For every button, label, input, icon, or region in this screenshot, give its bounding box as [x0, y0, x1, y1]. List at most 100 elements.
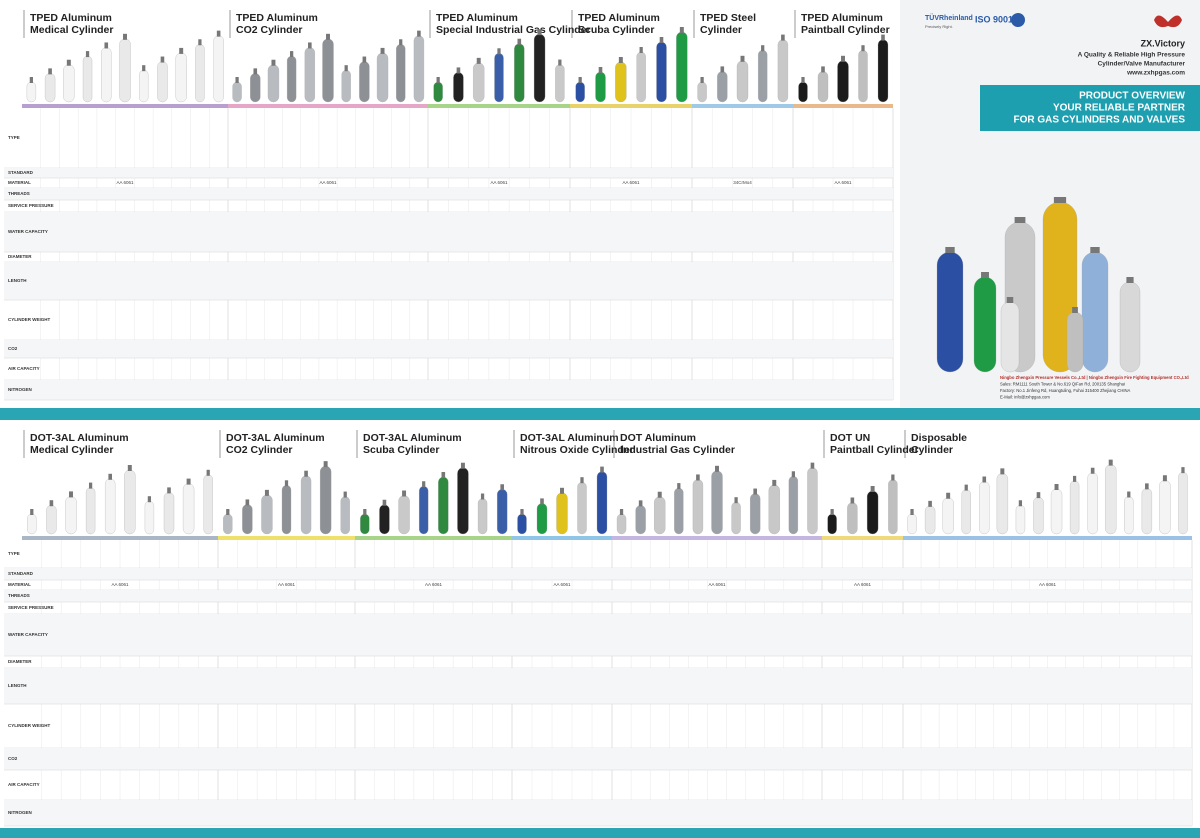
cylinder	[105, 478, 116, 535]
valve	[104, 42, 109, 49]
cylinder	[438, 476, 449, 535]
cylinder	[157, 61, 168, 103]
row-label: MATERIAL	[8, 582, 31, 587]
row-label: AIR CAPACITY	[8, 366, 40, 371]
category-band	[512, 536, 612, 540]
cylinder	[736, 60, 749, 103]
cylinder	[942, 497, 954, 535]
category-band	[822, 536, 903, 540]
valve	[323, 461, 328, 468]
valve	[290, 51, 294, 58]
cylinder	[65, 496, 77, 535]
cylinder	[758, 50, 768, 103]
category-band	[903, 536, 1192, 540]
cylinder	[261, 494, 273, 535]
valve	[1000, 468, 1005, 475]
cylinder	[1141, 488, 1152, 535]
section-title: DOT UN	[830, 432, 870, 444]
row-label: AIR CAPACITY	[8, 782, 40, 787]
row-shade	[4, 568, 1192, 580]
cylinder	[656, 41, 667, 103]
cell-material: AA 6061	[425, 582, 443, 587]
valve	[284, 480, 289, 487]
butterfly-logo	[1154, 15, 1182, 28]
cylinder	[654, 496, 666, 535]
valve	[560, 487, 564, 494]
valve	[49, 500, 54, 507]
cylinder	[85, 487, 96, 535]
cell-material: AA 6061	[708, 582, 726, 587]
cylinder	[711, 470, 723, 535]
valve	[558, 59, 562, 66]
row-label: NITROGEN	[8, 810, 32, 815]
cylinder	[555, 64, 565, 103]
valve	[30, 509, 34, 515]
cylinder	[979, 481, 990, 535]
row-label: MATERIAL	[8, 180, 31, 185]
valve	[791, 471, 795, 478]
section-title: Medical Cylinder	[30, 444, 113, 456]
valve	[108, 473, 112, 480]
valve	[1053, 197, 1067, 203]
cylinder	[575, 81, 585, 103]
row-label: SERVICE PRESSURE	[8, 203, 54, 208]
valve	[1108, 459, 1113, 466]
cylinder	[82, 55, 93, 103]
valve	[500, 484, 504, 491]
cylinder	[961, 489, 971, 535]
cylinder	[281, 485, 292, 535]
valve	[160, 56, 165, 63]
cylinder	[837, 60, 849, 103]
cylinder	[717, 71, 728, 103]
category-band	[570, 104, 692, 108]
valve	[734, 497, 738, 504]
cylinder	[877, 39, 889, 103]
section-title: TPED Aluminum	[578, 12, 660, 24]
cylinder	[768, 484, 780, 535]
cylinder	[676, 31, 688, 103]
valve	[363, 509, 367, 515]
cell-material: AA 6061	[834, 180, 852, 185]
row-label: CYLINDER WEIGHT	[8, 317, 51, 322]
cylinder	[517, 513, 527, 535]
valve	[881, 34, 885, 41]
row-label: DIAMETER	[8, 659, 32, 664]
section-title: Disposable	[911, 432, 967, 444]
valve	[69, 491, 73, 498]
tagline: www.zxhpgas.com	[1126, 70, 1185, 77]
row-label: LENGTH	[8, 278, 27, 283]
cylinder	[139, 70, 149, 103]
iso-logo: ISO 9001	[975, 14, 1013, 24]
valve	[1072, 475, 1077, 482]
banner	[980, 85, 1200, 131]
cylinder	[494, 53, 504, 103]
valve	[380, 47, 385, 54]
section-title: CO2 Cylinder	[226, 444, 293, 456]
cell-material: AA 6061	[622, 180, 640, 185]
banner-text: PRODUCT OVERVIEW	[1079, 91, 1185, 102]
section-title: Special Industrial Gas Cylinder	[436, 24, 591, 36]
category-band	[228, 104, 428, 108]
cylinder	[1050, 488, 1063, 535]
cylinder	[182, 483, 195, 535]
cylinder	[457, 467, 469, 535]
valve	[619, 509, 624, 515]
row-shade	[4, 614, 1192, 656]
valve	[66, 59, 71, 66]
tagline: Cylinder/Valve Manufacturer	[1098, 61, 1186, 68]
cell-material: AA 6061	[854, 582, 872, 587]
valve	[841, 55, 845, 62]
section-title: DOT-3AL Aluminum	[226, 432, 325, 444]
cylinder	[827, 513, 837, 535]
valve	[216, 30, 221, 37]
contact-line: Sales: RM1111 South Tower & No.619 QiFan…	[1000, 382, 1125, 387]
category-band	[612, 536, 822, 540]
valve	[1072, 307, 1078, 313]
cell-material: AA 6061	[278, 582, 296, 587]
valve	[441, 472, 446, 478]
cylinder	[203, 474, 213, 535]
row-shade	[4, 590, 1192, 602]
cylinder	[1087, 472, 1098, 535]
cylinder	[453, 72, 464, 103]
valve	[618, 57, 623, 63]
